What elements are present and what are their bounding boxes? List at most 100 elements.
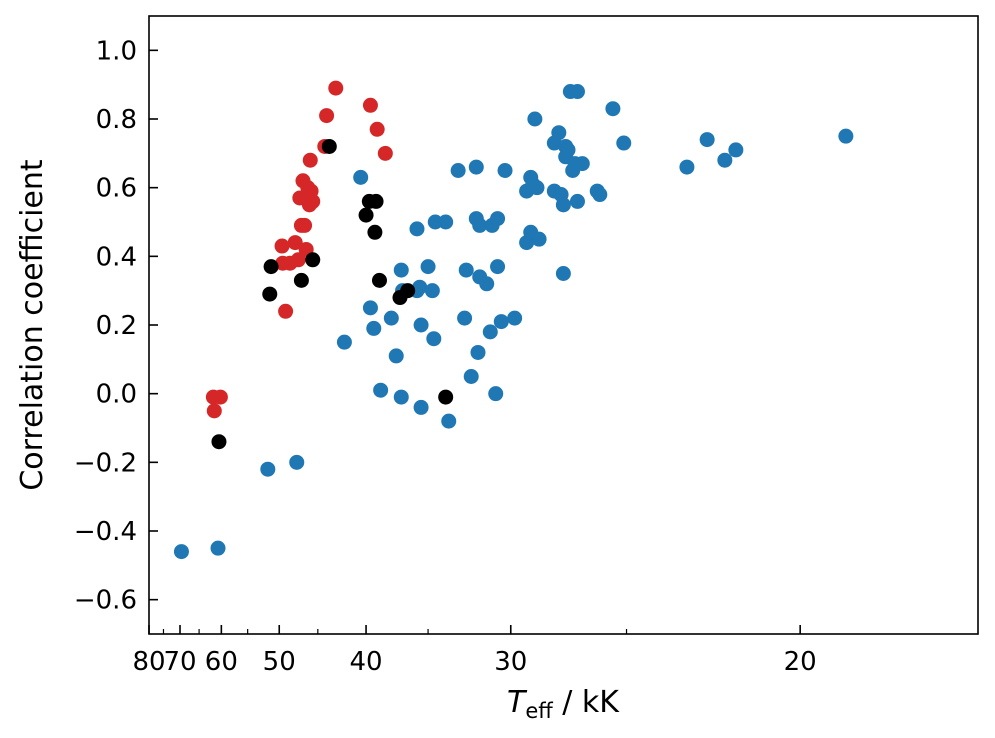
y-axis-label: Correlation coefficient <box>15 159 50 491</box>
black-point <box>211 434 227 450</box>
red-point <box>362 97 378 113</box>
blue-point <box>383 310 399 326</box>
blue-point <box>173 544 189 560</box>
red-point <box>328 80 344 96</box>
blue-point <box>336 334 352 350</box>
red-point <box>297 217 313 233</box>
x-axis-label-slash: / <box>553 685 582 720</box>
blue-point <box>717 152 733 168</box>
blue-point <box>260 461 276 477</box>
blue-point <box>527 111 543 127</box>
blue-point <box>605 101 621 117</box>
blue-point <box>569 193 585 209</box>
red-point <box>206 403 222 419</box>
x-axis-label: Teff / kK <box>507 685 620 723</box>
blue-point <box>490 259 506 275</box>
black-point <box>293 272 309 288</box>
blue-point <box>507 310 523 326</box>
x-tick-label: 30 <box>494 647 527 677</box>
blue-point <box>373 382 389 398</box>
blue-point <box>699 132 715 148</box>
red-point <box>287 235 303 251</box>
red-point <box>369 121 385 137</box>
blue-point <box>441 413 457 429</box>
blue-point <box>560 142 576 158</box>
blue-point <box>569 84 585 100</box>
blue-point <box>426 331 442 347</box>
black-point <box>358 207 374 223</box>
blue-point <box>353 169 369 185</box>
blue-point <box>592 187 608 203</box>
blue-point <box>362 300 378 316</box>
blue-point <box>529 180 545 196</box>
blue-point <box>413 399 429 415</box>
blue-point <box>458 262 474 278</box>
black-point <box>262 286 278 302</box>
x-tick-label: 20 <box>784 647 817 677</box>
blue-point <box>555 197 571 213</box>
blue-point <box>463 369 479 384</box>
blue-point <box>479 276 495 292</box>
red-point <box>305 193 321 209</box>
black-point <box>321 138 337 154</box>
x-axis-label-symbol: T <box>507 685 528 720</box>
y-tick-label: 0.2 <box>96 311 137 341</box>
black-point <box>438 389 454 405</box>
red-point <box>278 303 294 319</box>
black-point <box>371 272 387 288</box>
plot-frame <box>148 15 979 635</box>
blue-point <box>393 262 409 278</box>
black-point <box>368 193 384 209</box>
black-point <box>400 283 416 299</box>
y-tick-label: 0.4 <box>96 242 137 272</box>
blue-point <box>388 348 404 364</box>
blue-point <box>470 344 486 360</box>
blue-point <box>438 214 454 230</box>
axis-ticks <box>148 49 801 634</box>
blue-point <box>490 211 506 227</box>
blue-point <box>555 266 571 281</box>
red-point <box>290 252 306 268</box>
x-tick-label: 70 <box>163 647 196 677</box>
x-tick-label: 60 <box>205 647 238 677</box>
blue-point <box>472 217 488 233</box>
red-point <box>319 108 335 124</box>
blue-point <box>488 386 504 402</box>
red-point <box>302 152 318 168</box>
blue-point <box>679 159 695 175</box>
y-tick-label: 0.6 <box>96 174 137 204</box>
x-tick-label: 50 <box>263 647 296 677</box>
blue-point <box>427 214 443 230</box>
blue-point <box>424 283 440 299</box>
blue-point <box>838 128 854 144</box>
y-tick-label: −0.4 <box>74 517 137 547</box>
blue-point <box>574 156 590 172</box>
y-tick-label: −0.2 <box>74 448 137 478</box>
blue-point <box>289 454 305 470</box>
blue-point <box>420 259 436 275</box>
y-tick-label: 1.0 <box>96 36 137 66</box>
blue-point <box>450 163 466 178</box>
blue-point <box>366 320 382 336</box>
blue-point <box>393 389 409 405</box>
x-axis-label-subscript: eff <box>525 699 553 723</box>
blue-point <box>551 125 567 141</box>
red-point <box>212 389 228 405</box>
blue-point <box>412 279 428 295</box>
data-points <box>173 80 854 560</box>
x-axis-label-unit: kK <box>582 685 620 720</box>
blue-point <box>482 324 498 340</box>
red-point <box>274 238 290 254</box>
blue-point <box>409 221 425 237</box>
y-tick-label: 0.8 <box>96 105 137 135</box>
black-point <box>367 224 383 240</box>
blue-point <box>457 310 473 326</box>
y-tick-label: 0.0 <box>96 380 137 410</box>
blue-point <box>728 142 744 158</box>
blue-point <box>497 163 513 178</box>
blue-point <box>531 231 547 247</box>
blue-point <box>493 314 509 330</box>
x-tick-label: 80 <box>132 647 165 677</box>
